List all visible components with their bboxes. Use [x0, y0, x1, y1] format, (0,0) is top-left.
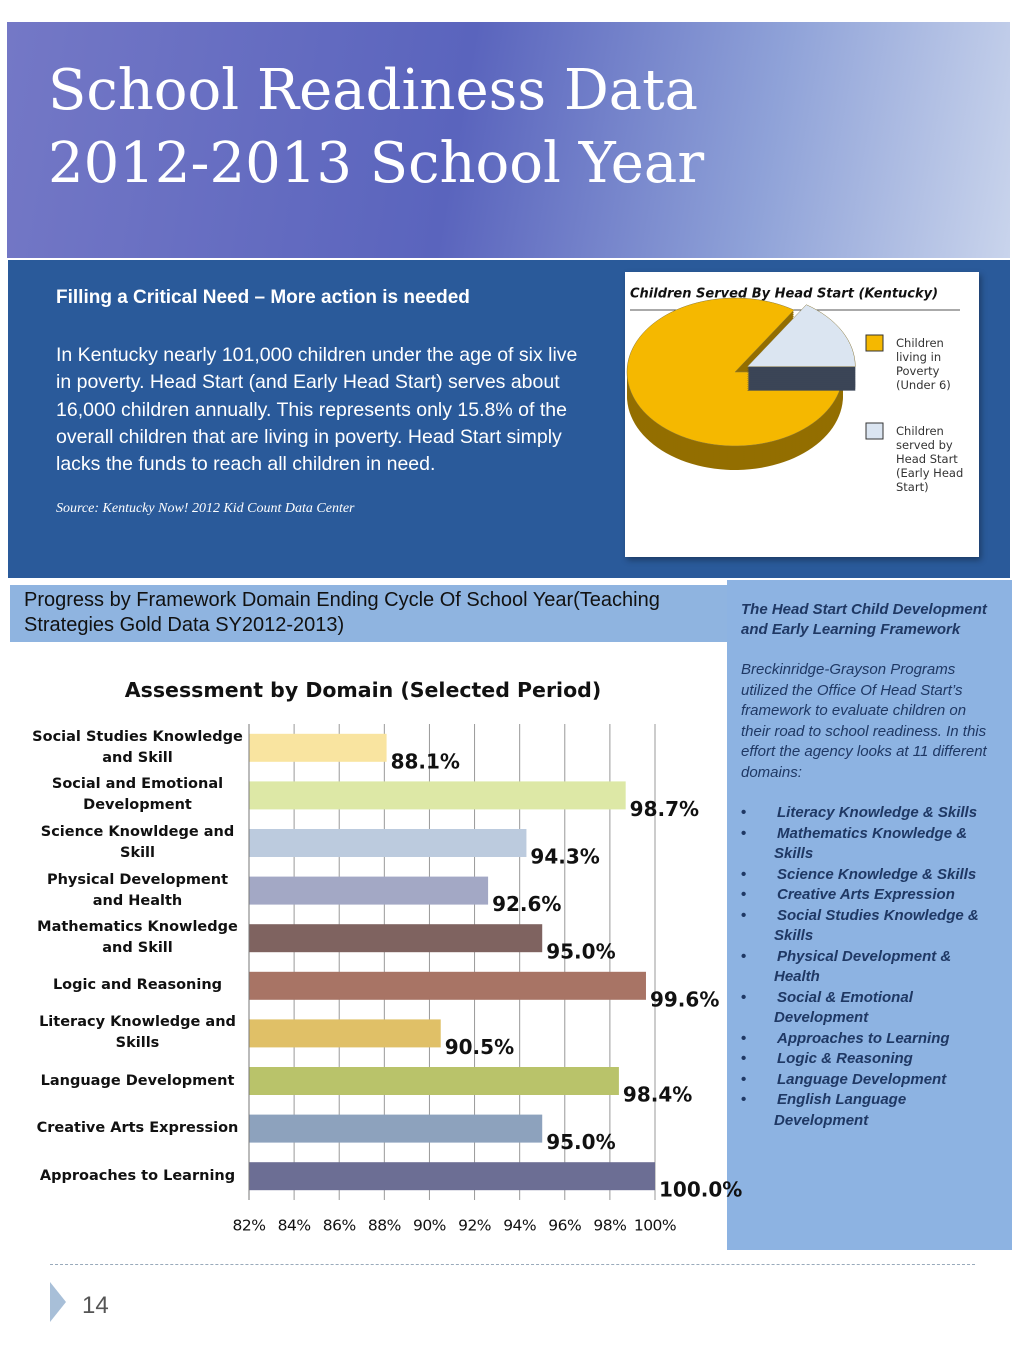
sidebar-item: Approaches to Learning — [741, 1029, 991, 1050]
bar — [249, 781, 626, 810]
header-title: 2012-2013 School Year — [48, 131, 705, 196]
x-tick-label: 90% — [413, 1217, 446, 1235]
category-label: Social and Emotional Development — [51, 776, 224, 814]
legend-swatch — [865, 422, 884, 440]
bar — [249, 733, 387, 762]
sidebar-item: Literacy Knowledge & Skills — [741, 803, 991, 824]
page-number: 14 — [82, 1292, 109, 1319]
bar — [249, 1114, 543, 1143]
sidebar-title: The Head Start Child Development and Ear… — [741, 601, 987, 638]
x-tick-label: 82% — [233, 1217, 266, 1235]
bar — [249, 876, 489, 905]
category-label: Creative Arts Expression — [36, 1120, 239, 1137]
header-title: School Readiness Data — [48, 58, 699, 123]
x-tick-label: 84% — [278, 1217, 311, 1235]
x-tick-label: 94% — [503, 1217, 536, 1235]
category-label: Approaches to Learning — [39, 1167, 236, 1184]
category-label: Logic and Reasoning — [52, 977, 223, 994]
sidebar-item: Mathematics Knowledge & Skills — [741, 824, 991, 865]
section-panel — [10, 585, 727, 642]
pie-slice — [626, 297, 844, 447]
x-tick-label: 100% — [634, 1217, 676, 1235]
sidebar-item: Language Development — [741, 1070, 991, 1091]
bar-value-label: 95.0% — [546, 940, 615, 964]
section-heading: Progress by Framework Domain Ending Cycl… — [24, 589, 660, 636]
category-label: Language Development — [40, 1072, 235, 1089]
bar-value-label: 95.0% — [546, 1130, 615, 1154]
intro-paragraph: In Kentucky nearly 101,000 children unde… — [56, 344, 578, 476]
sidebar-item: Social Studies Knowledge & Skills — [741, 906, 991, 947]
legend-swatch — [865, 334, 884, 352]
sidebar-item: Logic & Reasoning — [741, 1049, 991, 1070]
legend-label: Children served by Head Start (Early Hea… — [896, 424, 964, 494]
x-tick-label: 88% — [368, 1217, 401, 1235]
category-label: Literacy Knowledge and Skills — [39, 1014, 236, 1052]
pie-title: Children Served By Head Start (Kentucky) — [630, 287, 938, 302]
category-label: Mathematics Knowledge and Skill — [37, 919, 238, 957]
page-arrow — [50, 1282, 66, 1322]
bar — [249, 971, 646, 1000]
category-label: Social Studies Knowledge and Skill — [32, 728, 243, 766]
bar-chart-title: Assessment by Domain (Selected Period) — [125, 678, 601, 702]
bar — [249, 1162, 655, 1191]
bar — [249, 829, 527, 857]
bar-value-label: 99.6% — [650, 987, 719, 1011]
category-label: Physical Development and Health — [46, 871, 229, 909]
sidebar-item: Creative Arts Expression — [741, 885, 991, 906]
bar-value-label: 98.7% — [630, 797, 699, 821]
x-tick-label: 96% — [548, 1217, 581, 1235]
sidebar-list: Literacy Knowledge & SkillsMathematics K… — [741, 803, 991, 1131]
bar-value-label: 90.5% — [445, 1035, 514, 1059]
pie-slice — [746, 304, 856, 367]
legend-label: Children living in Poverty (Under 6) — [896, 336, 951, 392]
bar-value-label: 94.3% — [530, 845, 599, 869]
x-tick-label: 98% — [593, 1217, 626, 1235]
bar-value-label: 100.0% — [659, 1178, 742, 1202]
divider — [50, 1264, 975, 1265]
sidebar-item: Physical Development & Health — [741, 947, 991, 988]
bar-value-label: 88.1% — [391, 749, 460, 773]
intro-heading: Filling a Critical Need – More action is… — [56, 287, 470, 308]
x-tick-label: 92% — [458, 1217, 491, 1235]
header-banner — [7, 22, 1010, 258]
sidebar-item: English Language Development — [741, 1090, 991, 1131]
bar — [249, 1067, 619, 1095]
sidebar-item: Social & Emotional Development — [741, 988, 991, 1029]
category-label: Science Knowldege and Skill — [40, 824, 235, 861]
bar-value-label: 92.6% — [492, 892, 561, 916]
bar — [249, 924, 543, 953]
x-tick-label: 86% — [323, 1217, 356, 1235]
intro-source: Source: Kentucky Now! 2012 Kid Count Dat… — [56, 501, 355, 516]
sidebar-content: The Head Start Child Development and Ear… — [741, 600, 991, 1131]
sidebar-item: Science Knowledge & Skills — [741, 865, 991, 886]
sidebar-paragraph: Breckinridge-Grayson Programs utilized t… — [741, 661, 987, 781]
bar-value-label: 98.4% — [623, 1083, 692, 1107]
bar — [249, 1019, 441, 1048]
